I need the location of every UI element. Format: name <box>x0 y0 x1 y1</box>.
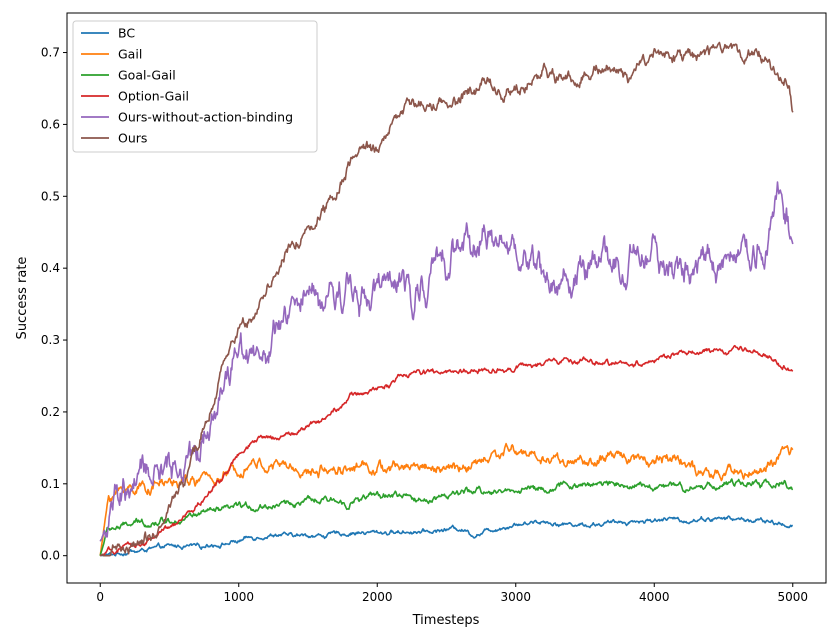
legend-label: Ours <box>118 131 147 146</box>
legend: BC Gail Goal-Gail Option-Gail Ours-without-a… <box>72 20 318 153</box>
series-line-goal-gail <box>99 478 794 556</box>
plot-frame <box>66 12 827 584</box>
x-axis-ticks: 0 1000 2000 3000 4000 5000 <box>96 583 808 604</box>
y-tick-label: 0.6 <box>41 117 60 131</box>
x-tick-label: 2000 <box>362 590 393 604</box>
y-tick-label: 0.1 <box>41 477 60 491</box>
series-layer <box>99 41 794 557</box>
x-tick-label: 1000 <box>223 590 254 604</box>
y-tick-label: 0.0 <box>41 549 60 563</box>
y-tick-label: 0.4 <box>41 261 60 275</box>
x-axis-label: Timesteps <box>412 613 480 628</box>
legend-label: Ours-without-action-binding <box>118 110 293 125</box>
legend-box <box>72 20 318 153</box>
legend-label: Gail <box>118 47 142 62</box>
y-tick-label: 0.2 <box>41 405 60 419</box>
legend-label: Option-Gail <box>118 89 189 104</box>
y-axis-label: Success rate <box>15 257 30 340</box>
y-axis-ticks: 0.0 0.1 0.2 0.3 0.4 0.5 0.6 0.7 <box>41 46 67 563</box>
y-tick-label: 0.5 <box>41 189 60 203</box>
x-tick-label: 4000 <box>639 590 670 604</box>
x-tick-label: 0 <box>96 590 104 604</box>
x-tick-label: 3000 <box>500 590 531 604</box>
y-tick-label: 0.7 <box>41 46 60 60</box>
series-line-option-gail <box>99 344 794 557</box>
series-line-ours-without-action-binding <box>99 181 794 542</box>
legend-label: Goal-Gail <box>118 68 176 83</box>
series-line-ours <box>99 41 794 557</box>
legend-label: BC <box>118 26 135 41</box>
series-line-bc <box>99 515 794 557</box>
x-tick-label: 5000 <box>777 590 808 604</box>
y-tick-label: 0.3 <box>41 333 60 347</box>
